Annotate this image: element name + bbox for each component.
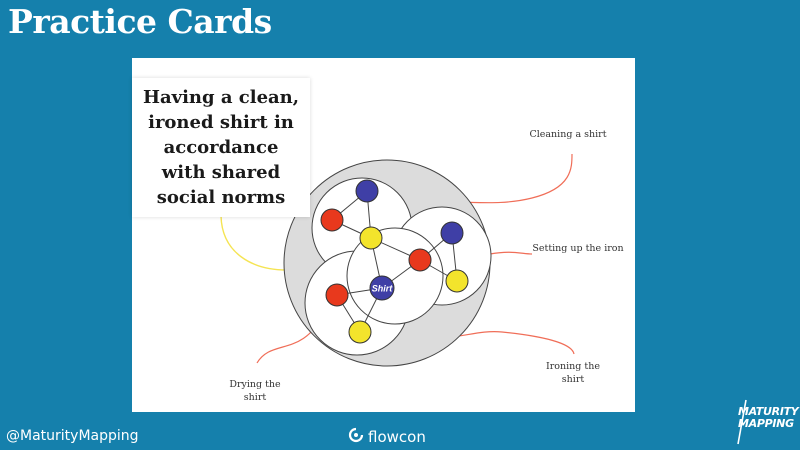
node-yellow-setting-up	[445, 269, 469, 293]
label-drying: Drying the shirt	[229, 379, 281, 403]
practice-caption: Having a clean, ironed shirt in accordan…	[132, 78, 310, 217]
node-red-setting-up	[408, 248, 432, 272]
node-blue-cleaning	[355, 179, 379, 203]
label-cleaning: Cleaning a shirt	[529, 129, 607, 140]
practice-card: Shirt Having a clean, ironed shirt in ac…	[132, 58, 635, 412]
connector-setting-up	[489, 251, 533, 255]
node-yellow-cleaning	[359, 226, 383, 250]
flowcon-logo: flowcon	[348, 427, 426, 447]
page-title: Practice Cards	[8, 2, 272, 41]
brand-line-1: MATURITY	[738, 405, 799, 418]
node-red-cleaning	[320, 208, 344, 232]
connector-caption	[220, 215, 288, 271]
flowcon-swirl-icon	[348, 427, 364, 447]
node-yellow-drying	[348, 320, 372, 344]
twitter-handle: @MaturityMapping	[6, 428, 139, 444]
brand-slash-icon	[737, 399, 747, 445]
node-shirt-label: Shirt	[372, 284, 394, 294]
flowcon-logo-text: flowcon	[368, 428, 426, 446]
node-red-drying	[325, 283, 349, 307]
label-ironing: Ironing the shirt	[546, 361, 600, 385]
label-setting-up: Setting up the iron	[532, 243, 624, 254]
node-shirt	[369, 275, 395, 301]
node-blue-setting-up	[440, 221, 464, 245]
maturity-mapping-logo: MATURITY MAPPING	[724, 398, 799, 448]
brand-line-2: MAPPING	[738, 417, 794, 430]
practice-diagram: Shirt	[220, 153, 575, 367]
